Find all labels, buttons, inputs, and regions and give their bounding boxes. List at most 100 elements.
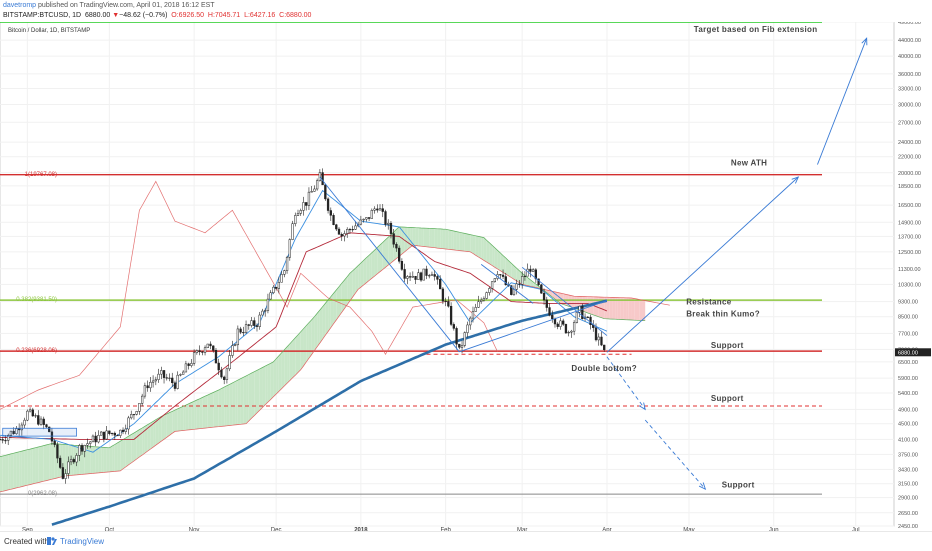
candle-body xyxy=(485,292,488,299)
candle-body xyxy=(12,430,15,435)
candle-body xyxy=(439,279,442,290)
kumo-segment xyxy=(404,227,408,252)
candle-body xyxy=(392,233,395,245)
kumo-segment xyxy=(131,432,134,463)
candle-body xyxy=(340,234,343,237)
kumo-segment xyxy=(5,454,9,491)
candle-body xyxy=(589,316,592,325)
candle-body xyxy=(100,431,103,436)
candle-body xyxy=(190,363,193,366)
candle-body xyxy=(488,288,491,293)
candle-body xyxy=(425,268,428,276)
arrowhead-icon xyxy=(638,402,646,411)
published-text: published on TradingView.com, April 01, … xyxy=(38,2,215,9)
kumo-segment xyxy=(205,394,208,429)
candle-body xyxy=(370,210,373,219)
kumo-segment xyxy=(511,263,514,280)
candle-body xyxy=(162,370,166,378)
candle-body xyxy=(419,272,423,281)
kumo-segment xyxy=(382,239,386,270)
x-tick-label: Oct xyxy=(105,528,115,531)
candle-body xyxy=(108,430,111,434)
kumo-segment xyxy=(215,389,219,427)
chart-title: Bitcoin / Dollar, 1D, BITSTAMP xyxy=(8,28,90,34)
candle-body xyxy=(34,415,37,417)
kumo-segment xyxy=(289,340,293,381)
kumo-segment xyxy=(344,276,348,309)
y-tick-label: 33000.00 xyxy=(898,87,921,93)
kumo-segment xyxy=(451,230,454,250)
candle-body xyxy=(9,430,13,436)
kumo-segment xyxy=(366,255,370,283)
candle-body xyxy=(466,324,469,333)
kumo-segment xyxy=(620,297,624,320)
kumo-segment xyxy=(210,392,214,428)
kumo-segment xyxy=(221,387,225,427)
candle-body xyxy=(389,222,393,234)
candle-body xyxy=(165,377,168,379)
candle-body xyxy=(417,272,420,280)
y-tick-label: 18500.00 xyxy=(898,184,921,190)
kumo-segment xyxy=(92,446,96,474)
candle-body xyxy=(127,417,130,430)
last-price-label: 6880.00 xyxy=(898,350,918,356)
candle-body xyxy=(556,323,559,327)
tradingview-link[interactable]: TradingView xyxy=(60,537,105,546)
y-tick-label: 2900.00 xyxy=(898,496,918,502)
kumo-segment xyxy=(287,343,290,384)
x-tick-label: 2018 xyxy=(354,528,368,531)
y-tick-label: 49000.00 xyxy=(898,22,921,26)
candle-body xyxy=(460,345,464,348)
kumo-segment xyxy=(549,290,553,297)
candle-body xyxy=(463,332,466,346)
kumo-segment xyxy=(0,455,3,492)
candle-body xyxy=(277,281,281,289)
candle-body xyxy=(452,324,455,329)
range-box xyxy=(2,427,77,437)
kumo-segment xyxy=(478,236,482,259)
kumo-segment xyxy=(259,367,263,411)
kumo-segment xyxy=(251,371,255,419)
candle-body xyxy=(474,307,477,312)
kumo-segment xyxy=(508,260,512,278)
candle-body xyxy=(7,435,10,441)
y-tick-label: 24000.00 xyxy=(898,140,921,146)
x-tick-label: Jul xyxy=(852,528,860,531)
kumo-segment xyxy=(363,257,367,285)
candle-body xyxy=(253,320,256,326)
candle-body xyxy=(261,310,264,316)
kumo-segment xyxy=(434,228,438,249)
kumo-segment xyxy=(180,406,184,431)
annotation-text: New ATH xyxy=(731,158,767,167)
projection-arrow xyxy=(606,176,799,353)
candle-body xyxy=(113,432,116,436)
trendline-down xyxy=(521,266,608,336)
chart-header: davetromp published on TradingView.com, … xyxy=(0,0,932,22)
kumo-segment xyxy=(38,446,42,483)
kumo-segment xyxy=(194,400,197,430)
x-tick-label: Feb xyxy=(440,528,451,531)
candle-body xyxy=(258,314,261,327)
candle-body xyxy=(97,435,100,443)
kumo-segment xyxy=(188,402,192,430)
price-chart[interactable]: Sep Oct Nov Dec 2018 Feb Mar Apr May Jun Jul 49000.… xyxy=(0,22,932,531)
kumo-segment xyxy=(475,235,479,257)
candle-body xyxy=(58,457,62,468)
candle-body xyxy=(447,301,450,307)
kumo-segment xyxy=(533,281,536,288)
candle-body xyxy=(575,311,579,323)
candle-body xyxy=(195,350,198,353)
kumo-segment xyxy=(322,303,326,340)
kumo-segment xyxy=(246,374,249,424)
y-tick-label: 9300.00 xyxy=(898,300,918,306)
y-tick-label: 11300.00 xyxy=(898,267,921,273)
candle-body xyxy=(518,283,521,285)
candle-body xyxy=(280,274,283,283)
kumo-segment xyxy=(82,445,85,475)
candle-body xyxy=(403,269,406,279)
candle-body xyxy=(586,316,589,318)
kumo-segment xyxy=(254,370,257,416)
author-link[interactable]: davetromp xyxy=(3,2,37,9)
kumo-segment xyxy=(185,403,189,431)
candle-body xyxy=(373,208,376,211)
